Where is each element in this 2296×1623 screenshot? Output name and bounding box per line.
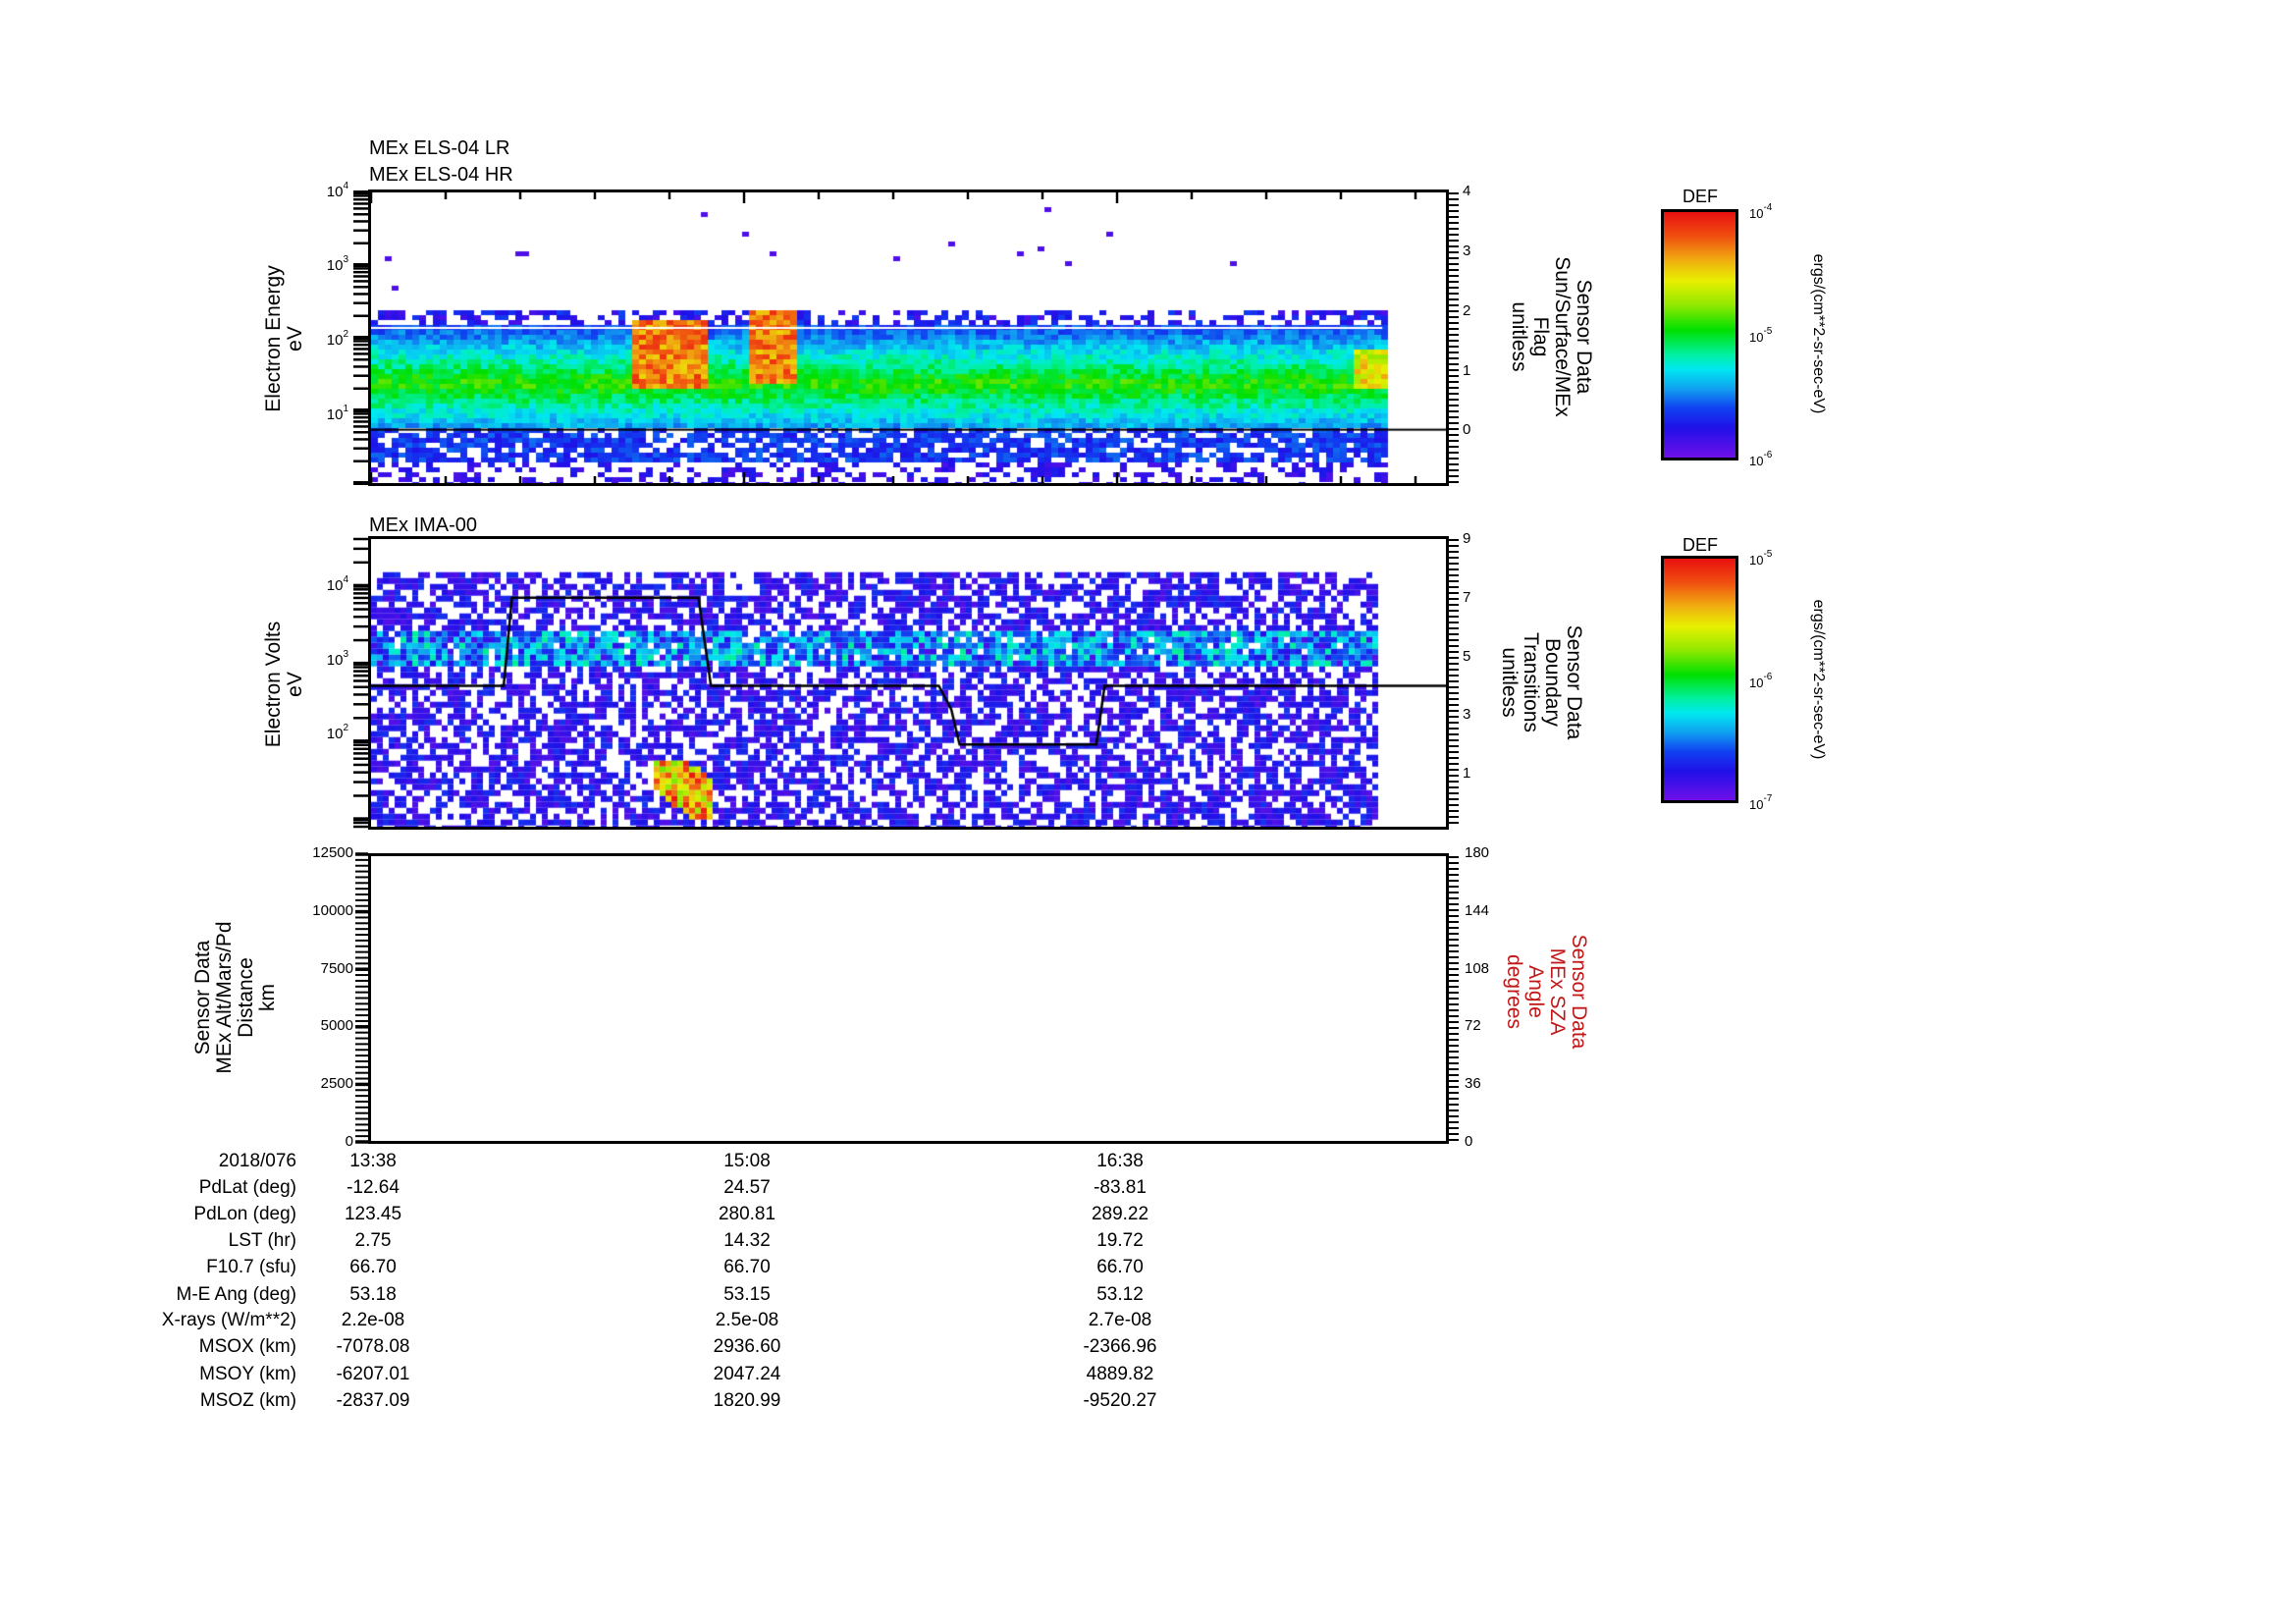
ephemeris-value: 1820.99 — [713, 1390, 781, 1411]
ephemeris-value: 289.22 — [1091, 1204, 1149, 1224]
els-colorbar-title: DEF — [1682, 187, 1718, 206]
ephemeris-row-label: MSOX (km) — [198, 1336, 296, 1357]
distance-tick-0: 0 — [345, 1133, 353, 1150]
els-ytick-10^4: 104 — [326, 181, 348, 200]
sza-tick-72: 72 — [1465, 1017, 1481, 1034]
els-flag-tick-3: 3 — [1463, 243, 1471, 259]
distance-tick-12500: 12500 — [312, 844, 353, 861]
ephemeris-value: 2.5e-08 — [715, 1310, 779, 1330]
ima-boundary-tick-3: 3 — [1463, 706, 1471, 723]
ima-colorbar-tick-max: 10-5 — [1749, 549, 1773, 568]
ima-ytick-10^2: 102 — [326, 723, 348, 742]
ima-colorbar — [1661, 556, 1738, 803]
els-flag-tick-4: 4 — [1463, 183, 1471, 199]
els-colorbar-tick-mid: 10-5 — [1749, 326, 1773, 345]
distance-y-axis-label: Sensor Data MEx Alt/Mars/Pd Distance km — [191, 921, 279, 1074]
ephemeris-value: 24.57 — [723, 1177, 771, 1198]
ephemeris-value: 2.2e-08 — [341, 1310, 405, 1330]
panel2-title: MEx IMA-00 — [369, 514, 478, 536]
ephemeris-value: 2.75 — [354, 1230, 392, 1251]
ima-boundary-tick-1: 1 — [1463, 765, 1471, 782]
els-colorbar-tick-max: 10-4 — [1749, 202, 1773, 221]
ephemeris-row-label: PdLon (deg) — [193, 1204, 296, 1224]
distance-sza-panel — [368, 853, 1449, 1144]
ephemeris-value: 53.18 — [349, 1284, 397, 1305]
ephemeris-value: 4889.82 — [1086, 1364, 1154, 1384]
panel1-title-hr: MEx ELS-04 HR — [369, 164, 513, 186]
ephemeris-value: 123.45 — [344, 1204, 402, 1224]
ephemeris-row-label: M-E Ang (deg) — [176, 1284, 297, 1305]
ephemeris-row-label: MSOZ (km) — [199, 1390, 296, 1411]
distance-tick-7500: 7500 — [320, 960, 353, 977]
ephemeris-row-label: LST (hr) — [228, 1230, 296, 1251]
ephemeris-value: 2047.24 — [713, 1364, 781, 1384]
time-label-1: 15:08 — [723, 1151, 771, 1171]
time-label-0: 13:38 — [349, 1151, 397, 1171]
ephemeris-date: 2018/076 — [218, 1151, 296, 1171]
ephemeris-value: 66.70 — [349, 1257, 397, 1277]
els-spectrogram — [371, 192, 1446, 483]
ima-colorbar-title: DEF — [1682, 535, 1718, 555]
els-ytick-10^3: 103 — [326, 254, 348, 274]
ephemeris-row-label: X-rays (W/m**2) — [161, 1310, 296, 1330]
panel1-title-lr: MEx ELS-04 LR — [369, 137, 510, 159]
sza-tick-0: 0 — [1465, 1133, 1473, 1150]
els-colorbar — [1661, 209, 1738, 460]
distance-tick-10000: 10000 — [312, 902, 353, 919]
els-spectrogram-panel — [368, 189, 1449, 486]
ima-boundary-axis-label: Sensor Data Boundary Transitions unitles… — [1498, 624, 1585, 740]
ima-colorbar-tick-mid: 10-6 — [1749, 672, 1773, 690]
ephemeris-row-label: F10.7 (sfu) — [206, 1257, 296, 1277]
ephemeris-value: 53.12 — [1096, 1284, 1144, 1305]
ima-ytick-10^3: 103 — [326, 649, 348, 669]
ephemeris-value: -6207.01 — [336, 1364, 410, 1384]
distance-tick-2500: 2500 — [320, 1075, 353, 1092]
ephemeris-row-label: PdLat (deg) — [198, 1177, 296, 1198]
els-colorbar-tick-min: 10-6 — [1749, 450, 1773, 468]
ephemeris-row-label: MSOY (km) — [199, 1364, 296, 1384]
els-colorbar-unit: ergs/(cm**2-sr-sec-eV) — [1810, 253, 1827, 414]
els-flag-tick-1: 1 — [1463, 362, 1471, 379]
sza-tick-108: 108 — [1465, 960, 1490, 977]
ephemeris-value: 280.81 — [718, 1204, 776, 1224]
sza-tick-36: 36 — [1465, 1075, 1481, 1092]
ephemeris-value: 66.70 — [1096, 1257, 1144, 1277]
els-ytick-10^2: 102 — [326, 329, 348, 349]
time-label-2: 16:38 — [1096, 1151, 1144, 1171]
sza-tick-144: 144 — [1465, 902, 1490, 919]
ephemeris-value: 19.72 — [1096, 1230, 1144, 1251]
ephemeris-value: -2366.96 — [1083, 1336, 1157, 1357]
els-flag-tick-2: 2 — [1463, 302, 1471, 319]
ephemeris-value: -9520.27 — [1083, 1390, 1157, 1411]
ephemeris-value: 66.70 — [723, 1257, 771, 1277]
ima-boundary-tick-9: 9 — [1463, 530, 1471, 547]
els-ytick-10^1: 101 — [326, 404, 348, 423]
els-flag-axis-label: Sensor Data Sun/Surface/MEx Flag unitles… — [1508, 256, 1595, 417]
ephemeris-value: 53.15 — [723, 1284, 771, 1305]
ephemeris-value: 14.32 — [723, 1230, 771, 1251]
sza-y-axis-label: Sensor Data MEx SZA Angle degrees — [1503, 934, 1590, 1050]
ephemeris-value: -83.81 — [1094, 1177, 1147, 1198]
els-flag-tick-0: 0 — [1463, 421, 1471, 438]
ephemeris-value: -2837.09 — [336, 1390, 410, 1411]
ima-boundary-tick-7: 7 — [1463, 589, 1471, 606]
ima-spectrogram-panel — [368, 536, 1449, 830]
ephemeris-value: -7078.08 — [336, 1336, 410, 1357]
distance-tick-5000: 5000 — [320, 1017, 353, 1034]
ima-boundary-tick-5: 5 — [1463, 648, 1471, 665]
ephemeris-value: -12.64 — [347, 1177, 400, 1198]
ima-ytick-10^4: 104 — [326, 574, 348, 594]
ephemeris-value: 2.7e-08 — [1088, 1310, 1152, 1330]
sza-tick-180: 180 — [1465, 844, 1490, 861]
ima-colorbar-tick-min: 10-7 — [1749, 793, 1773, 812]
ima-colorbar-unit: ergs/(cm**2-sr-sec-eV) — [1810, 599, 1827, 760]
ima-spectrogram — [371, 539, 1446, 827]
ephemeris-value: 2936.60 — [713, 1336, 781, 1357]
